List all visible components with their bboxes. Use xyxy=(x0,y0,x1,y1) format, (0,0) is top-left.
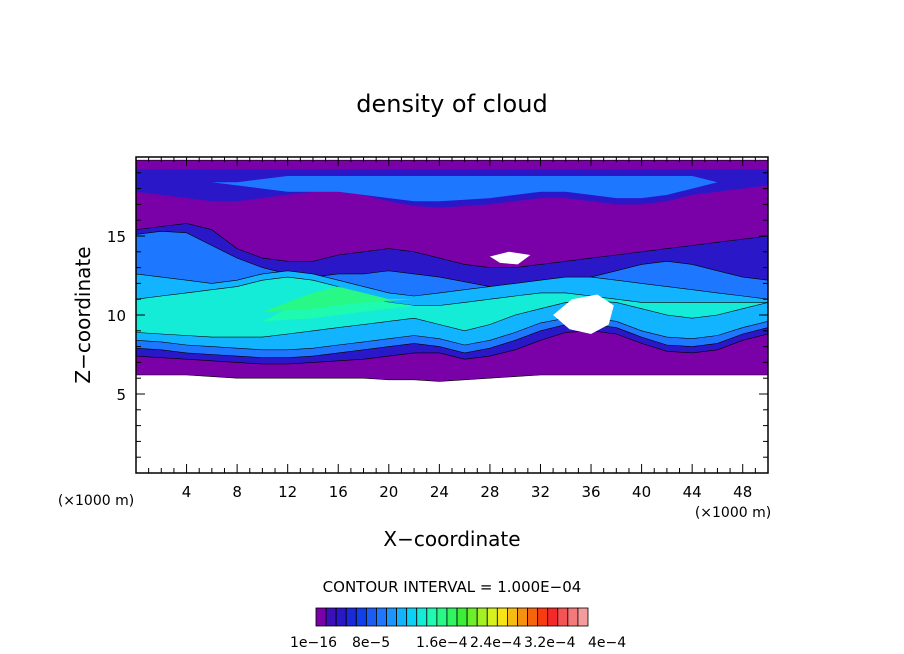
colorbar-swatch xyxy=(416,607,428,627)
x-unit-left: (×1000 m) xyxy=(58,493,134,509)
x-axis-label: X−coordinate xyxy=(383,527,520,551)
colorbar-swatch xyxy=(456,607,468,627)
x-tick-label: 44 xyxy=(683,483,702,501)
colorbar-swatch xyxy=(547,607,559,627)
x-tick-label: 12 xyxy=(278,483,297,501)
y-tick-label: 10 xyxy=(107,307,126,325)
contour-band-level-3 xyxy=(136,176,768,202)
colorbar-label: 4e−4 xyxy=(588,635,626,651)
colorbar-swatch xyxy=(446,607,458,627)
contour-fill-layer xyxy=(135,159,769,382)
colorbar-swatch xyxy=(406,607,418,627)
colorbar-swatch xyxy=(365,607,377,627)
y-axis-label: Z−coordinate xyxy=(71,246,95,383)
x-tick-label: 8 xyxy=(232,483,242,501)
x-axis: 4 8 12 16 20 24 28 32 36 40 44 48 xyxy=(148,157,756,501)
colorbar-label: 1e−16 xyxy=(290,635,337,651)
colorbar-label: 8e−5 xyxy=(352,635,390,651)
x-tick-label: 40 xyxy=(632,483,651,501)
colorbar-labels: 1e−16 8e−5 1.6e−4 2.4e−4 3.2e−4 4e−4 xyxy=(290,635,626,651)
colorbar-swatch xyxy=(386,607,397,627)
colorbar-swatch xyxy=(527,607,539,627)
x-tick-label: 4 xyxy=(182,483,192,501)
colorbar-swatch xyxy=(496,607,508,627)
colorbar-swatch xyxy=(436,607,448,627)
y-axis: 5 10 15 xyxy=(107,172,768,458)
colorbar-swatch xyxy=(376,607,387,627)
colorbar-swatch xyxy=(486,607,498,627)
x-tick-label: 32 xyxy=(531,483,550,501)
colorbar-swatch xyxy=(466,607,478,627)
colorbar-swatch xyxy=(355,607,367,627)
x-unit-right: (×1000 m) xyxy=(695,505,771,521)
colorbar-label: 3.2e−4 xyxy=(524,635,576,651)
clear-air-layer xyxy=(489,251,614,334)
plot-area xyxy=(135,156,769,474)
contour-interval-text: CONTOUR INTERVAL = 1.000E−04 xyxy=(323,578,582,596)
colorbar-swatch xyxy=(507,607,518,627)
clear-air-region-1 xyxy=(489,251,531,265)
colorbar-swatch xyxy=(537,607,549,627)
contour-band-level-6 xyxy=(136,289,768,322)
colorbar-label: 2.4e−4 xyxy=(470,635,522,651)
contour-band-level-7 xyxy=(136,286,768,312)
colorbar-swatch xyxy=(476,607,488,627)
colorbar-swatch xyxy=(335,607,347,627)
colorbar-swatch xyxy=(567,607,579,627)
colorbar-swatch xyxy=(557,607,569,627)
x-tick-label: 20 xyxy=(379,483,398,501)
x-tick-label: 24 xyxy=(430,483,449,501)
x-tick-label: 28 xyxy=(480,483,499,501)
colorbar xyxy=(315,607,589,627)
x-tick-label: 48 xyxy=(733,483,752,501)
colorbar-label: 1.6e−4 xyxy=(416,635,468,651)
y-tick-label: 15 xyxy=(107,228,126,246)
clear-air-region-2 xyxy=(553,294,614,334)
colorbar-swatch xyxy=(517,607,528,627)
colorbar-swatch xyxy=(396,607,408,627)
colorbar-swatch xyxy=(315,607,327,627)
chart-title: density of cloud xyxy=(356,90,547,118)
colorbar-swatch xyxy=(426,607,438,627)
x-tick-label: 36 xyxy=(581,483,600,501)
x-tick-label: 16 xyxy=(329,483,348,501)
colorbar-swatch xyxy=(577,607,589,627)
colorbar-swatch xyxy=(325,607,337,627)
colorbar-swatch xyxy=(345,607,357,627)
y-tick-label: 5 xyxy=(116,386,126,404)
